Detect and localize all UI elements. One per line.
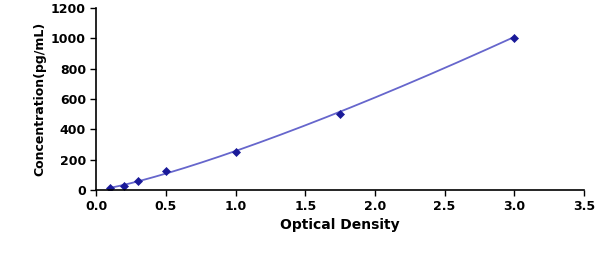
X-axis label: Optical Density: Optical Density [281, 218, 400, 232]
Y-axis label: Concentration(pg/mL): Concentration(pg/mL) [34, 22, 47, 176]
